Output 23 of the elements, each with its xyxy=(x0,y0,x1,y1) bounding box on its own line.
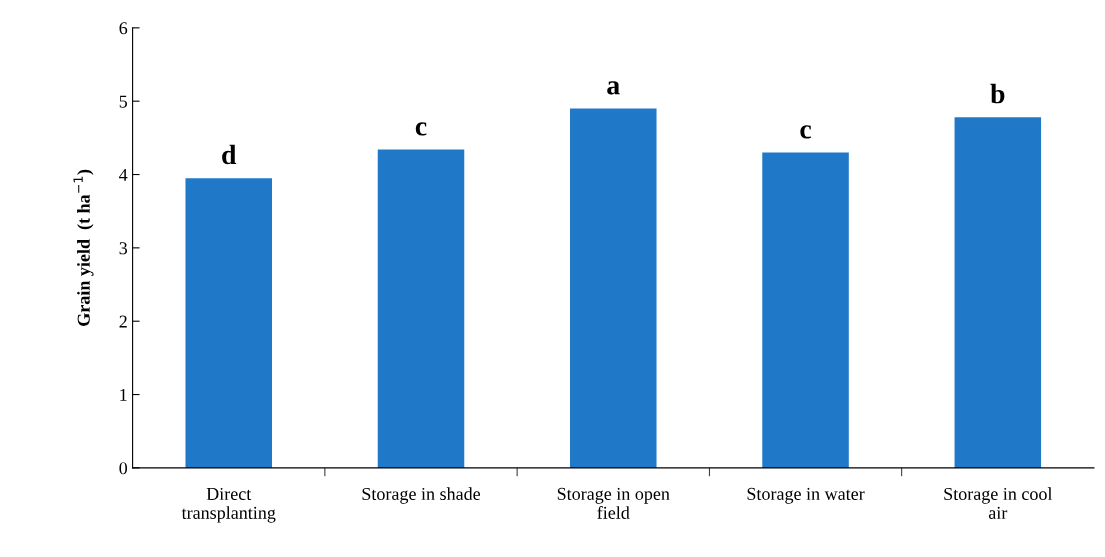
x-tick-label: Storage in cool air xyxy=(944,487,1053,519)
bar xyxy=(185,178,272,468)
y-tick-label: 6 xyxy=(119,22,128,35)
x-tick-label: Storage in water xyxy=(747,487,865,504)
y-tick-label: 0 xyxy=(119,462,128,475)
y-tick-label: 1 xyxy=(120,388,127,401)
x-tick-label: Storage in shade xyxy=(362,487,481,504)
bar xyxy=(762,152,849,468)
y-tick-label: 2 xyxy=(119,315,127,328)
annotation: a xyxy=(607,81,620,95)
x-tick-label: Direct transplanting xyxy=(181,487,276,523)
y-tick-label: 5 xyxy=(119,95,128,108)
bar xyxy=(377,149,465,468)
y-tick-label: 3 xyxy=(119,242,128,255)
y-axis-title: Grain yield (t ha$^{−1}$) xyxy=(73,169,94,326)
annotation: d xyxy=(222,144,237,165)
y-tick-label: 4 xyxy=(119,168,128,181)
bar xyxy=(954,117,1042,468)
annotation: b xyxy=(990,83,1005,104)
bar xyxy=(570,108,657,468)
annotation: c xyxy=(800,125,812,139)
x-tick-label: Storage in open field xyxy=(557,487,670,519)
annotation: c xyxy=(415,122,427,136)
